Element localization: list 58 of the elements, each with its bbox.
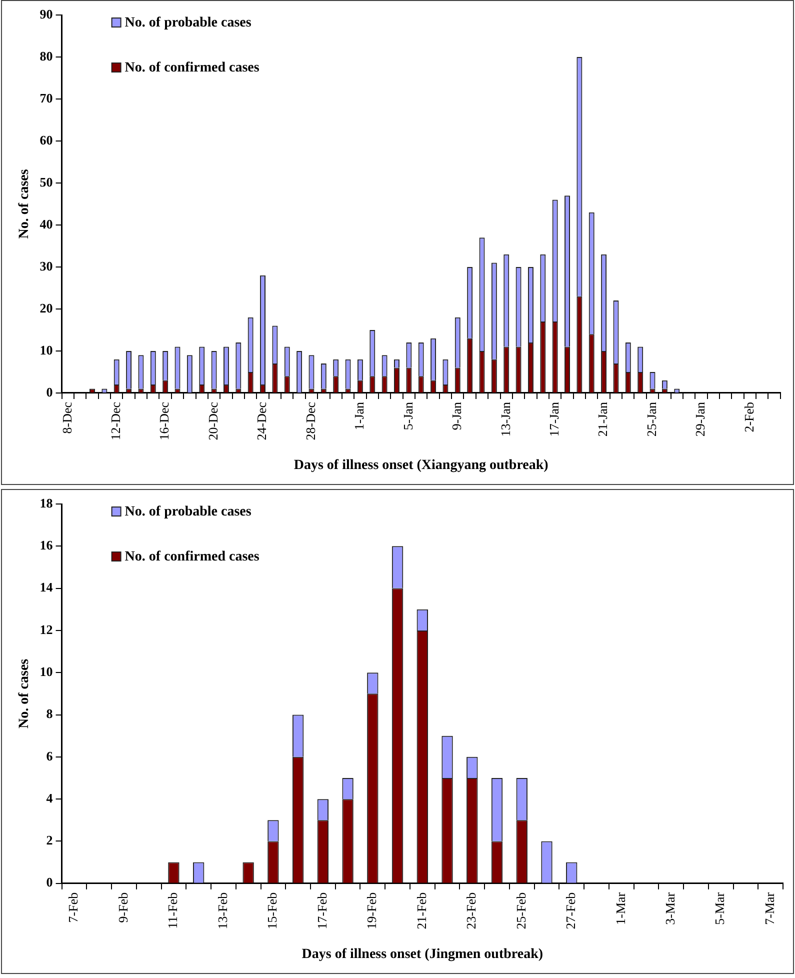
y-tick-label: 40 (40, 216, 53, 232)
x-tick-label: 1-Mar (612, 892, 628, 925)
x-tick-label: 19-Feb (364, 892, 380, 930)
x-tick-label: 21-Jan (595, 401, 610, 437)
x-tick-label: 13-Feb (214, 892, 230, 930)
x-tick-label: 15-Feb (264, 892, 280, 930)
y-axis-title: No. of cases (17, 168, 32, 239)
y-tick-label: 2 (46, 832, 53, 848)
x-tick-label: 17-Feb (314, 892, 330, 930)
x-tick-label: 25-Jan (644, 401, 659, 437)
x-tick-label: 3-Mar (662, 892, 678, 925)
x-tick-label: 16-Dec (156, 402, 172, 440)
x-tick-label: 27-Feb (563, 892, 578, 930)
y-tick-label: 12 (40, 622, 53, 637)
x-tick-label: 21-Feb (414, 892, 429, 930)
y-tick-label: 80 (40, 48, 53, 64)
y-tick-label: 20 (40, 300, 53, 316)
x-tick-label: 2-Feb (741, 402, 756, 432)
x-tick-label: 7-Mar (762, 892, 777, 925)
x-tick-label: 7-Feb (66, 892, 81, 923)
x-tick-label: 12-Dec (108, 402, 124, 440)
x-tick-label: 9-Jan (449, 401, 464, 430)
y-tick-label: 0 (46, 874, 53, 890)
y-tick-label: 30 (40, 258, 53, 274)
y-tick-label: 50 (40, 174, 53, 190)
y-tick-label: 18 (40, 495, 54, 510)
y-tick-label: 60 (40, 132, 53, 148)
legend-label: No. of probable cases (124, 16, 252, 31)
y-tick-label: 10 (40, 342, 53, 358)
y-tick-label: 0 (46, 384, 53, 400)
y-tick-label: 16 (40, 538, 54, 553)
y-tick-label: 70 (40, 90, 53, 106)
x-tick-label: 25-Feb (513, 892, 528, 930)
x-tick-label: 20-Dec (205, 402, 220, 440)
x-tick-label: 23-Feb (464, 892, 479, 930)
x-axis-title: Days of illness onset (Jingmen outbreak) (302, 947, 544, 962)
y-tick-label: 90 (40, 6, 53, 22)
x-tick-label: 11-Feb (165, 892, 180, 929)
x-tick-label: 5-Jan (400, 401, 416, 430)
y-tick-label: 8 (46, 706, 54, 722)
x-tick-label: 28-Dec (302, 402, 318, 440)
legend-label: No. of probable cases (124, 504, 252, 520)
y-tick-label: 14 (40, 580, 54, 595)
legend-label: No. of confirmed cases (124, 550, 260, 565)
y-tick-label: 6 (46, 748, 54, 764)
x-tick-label: 29-Jan (692, 401, 708, 437)
y-tick-label: 10 (40, 664, 53, 679)
x-axis-title: Days of illness onset (Xiangyang outbreak) (294, 458, 549, 474)
x-tick-label: 1-Jan (352, 401, 367, 430)
x-tick-label: 5-Mar (712, 892, 728, 925)
y-tick-label: 4 (46, 790, 54, 806)
x-tick-label: 8-Dec (59, 402, 74, 434)
x-tick-label: 13-Jan (498, 401, 513, 437)
x-tick-label: 17-Jan (546, 401, 562, 437)
y-axis-title: No. of cases (17, 658, 32, 728)
x-tick-label: 9-Feb (115, 892, 130, 923)
legend-label: No. of confirmed cases (124, 60, 260, 76)
x-tick-label: 24-Dec (254, 402, 270, 440)
